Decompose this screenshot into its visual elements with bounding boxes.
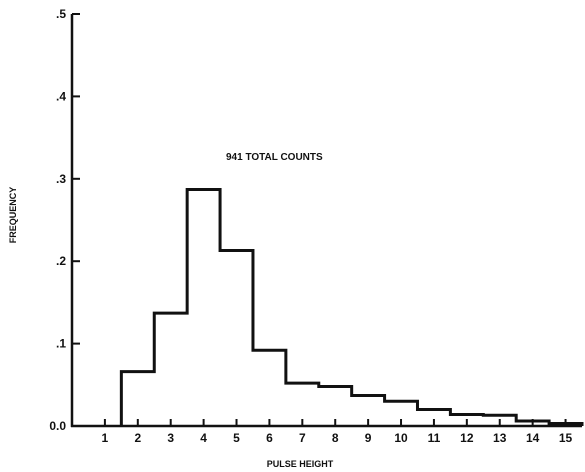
y-tick-label: .3 xyxy=(56,172,66,186)
x-tick-label: 1 xyxy=(102,431,109,445)
y-tick-label: .2 xyxy=(56,254,66,268)
x-tick-label: 7 xyxy=(299,431,306,445)
x-tick-label: 12 xyxy=(460,431,474,445)
y-tick-label: .4 xyxy=(56,89,66,103)
x-tick-label: 4 xyxy=(200,431,207,445)
x-tick-label: 10 xyxy=(394,431,408,445)
x-tick-label: 8 xyxy=(332,431,339,445)
axes xyxy=(70,14,582,428)
y-tick-label: 0.0 xyxy=(49,419,66,433)
y-tick-label: .5 xyxy=(56,7,66,21)
x-tick-label: 3 xyxy=(167,431,174,445)
x-tick-label: 5 xyxy=(233,431,240,445)
y-tick-label: .1 xyxy=(56,337,66,351)
x-tick-label: 2 xyxy=(134,431,141,445)
total-counts-annotation: 941 TOTAL COUNTS xyxy=(226,152,323,163)
x-ticks: 1 2 3 4 5 6 7 8 9 10 11 12 13 14 15 xyxy=(102,419,573,445)
x-tick-label: 9 xyxy=(365,431,372,445)
x-tick-label: 13 xyxy=(493,431,507,445)
x-tick-label: 14 xyxy=(526,431,540,445)
x-tick-label: 6 xyxy=(266,431,273,445)
x-tick-label: 15 xyxy=(559,431,573,445)
x-tick-label: 11 xyxy=(428,431,441,445)
x-axis-label: PULSE HEIGHT xyxy=(267,459,334,469)
y-axis-label: FREQUENCY xyxy=(8,187,18,244)
histogram-steps xyxy=(119,188,584,426)
y-ticks: 0.0 .1 .2 .3 .4 .5 xyxy=(49,7,80,433)
